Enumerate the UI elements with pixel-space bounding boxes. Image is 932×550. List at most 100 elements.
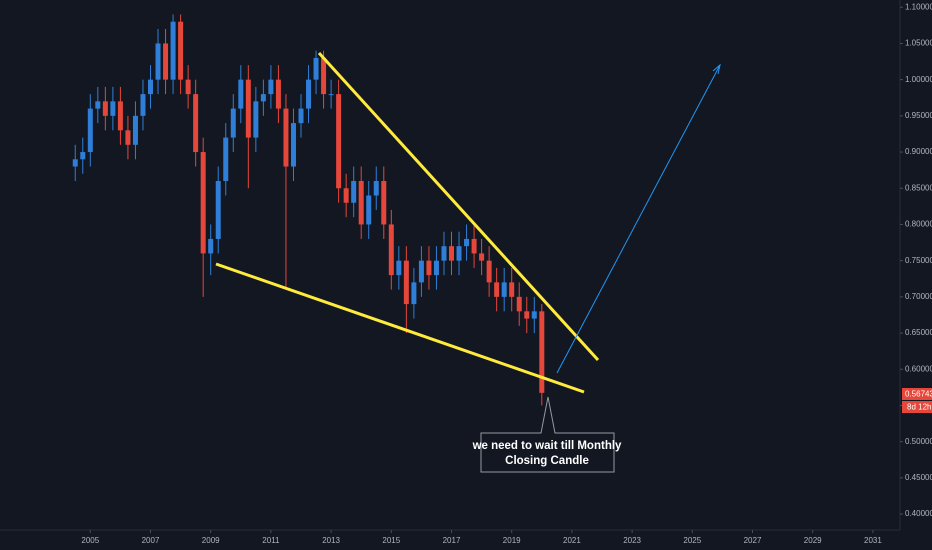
- y-tick-label: 0.95000: [905, 111, 932, 120]
- candle-body: [178, 21, 184, 80]
- countdown-box: [902, 401, 932, 413]
- x-tick-label: 2025: [683, 536, 701, 545]
- candle-body: [381, 181, 387, 225]
- candle-body: [343, 188, 349, 203]
- candle-body: [298, 108, 304, 124]
- candle-body: [275, 79, 281, 109]
- y-tick-label: 0.90000: [905, 147, 932, 156]
- candle-body: [366, 195, 372, 225]
- x-tick-label: 2005: [81, 536, 99, 545]
- candle-body: [185, 79, 191, 95]
- price-label: 0.56743: [905, 390, 932, 399]
- candle-body: [148, 79, 154, 95]
- candle-body: [283, 108, 289, 167]
- candle-body: [72, 159, 78, 167]
- candle-body: [426, 260, 432, 276]
- candle-body: [418, 260, 424, 283]
- candle-body: [328, 94, 334, 96]
- candle-body: [200, 152, 206, 254]
- candle-body: [87, 108, 93, 153]
- x-tick-label: 2029: [804, 536, 822, 545]
- candle-body: [509, 282, 515, 297]
- candle-body: [351, 181, 357, 203]
- candle-body: [193, 94, 199, 153]
- projection-arrow: [556, 64, 721, 374]
- candle-body: [433, 260, 439, 276]
- x-tick-label: 2021: [563, 536, 581, 545]
- candle-body: [268, 79, 274, 95]
- candle-body: [336, 94, 342, 189]
- candle-body: [388, 224, 394, 276]
- x-tick-label: 2027: [744, 536, 762, 545]
- lower-trendline: [215, 262, 585, 394]
- candle-body: [230, 108, 236, 138]
- candle-body: [306, 79, 312, 109]
- candle-body: [253, 101, 259, 138]
- candle-body: [290, 123, 296, 167]
- countdown: 8d 12h: [907, 403, 931, 412]
- x-tick-label: 2017: [443, 536, 461, 545]
- annotation-box: [480, 396, 615, 473]
- y-tick-label: 1.10000: [905, 2, 932, 11]
- annotation-text: Closing Candle: [505, 455, 589, 467]
- candle-body: [140, 94, 146, 116]
- candle-body: [479, 253, 485, 261]
- candle-body: [501, 282, 507, 297]
- candle-body: [215, 181, 221, 239]
- candle-body: [486, 260, 492, 283]
- candle-body: [456, 246, 462, 261]
- y-tick-label: 0.70000: [905, 292, 932, 301]
- candle-body: [471, 238, 477, 254]
- x-tick-label: 2007: [142, 536, 160, 545]
- candle-body: [321, 57, 327, 95]
- candle-body: [441, 246, 447, 261]
- candle-body: [163, 43, 169, 80]
- candle-body: [155, 43, 161, 80]
- candle-body: [132, 115, 138, 145]
- x-tick-label: 2015: [382, 536, 400, 545]
- candles: [72, 14, 545, 406]
- y-tick-label: 0.50000: [905, 437, 932, 446]
- candle-body: [260, 94, 266, 102]
- candle-body: [238, 79, 244, 109]
- candle-body: [373, 181, 379, 196]
- y-tick-label: 1.00000: [905, 75, 932, 84]
- candle-body: [125, 130, 131, 145]
- candle-body: [223, 137, 229, 182]
- candle-body: [411, 282, 417, 305]
- candle-body: [117, 101, 123, 131]
- y-tick-label: 1.05000: [905, 39, 932, 48]
- x-tick-label: 2013: [322, 536, 340, 545]
- x-tick-label: 2011: [262, 536, 280, 545]
- x-tick-label: 2031: [864, 536, 882, 545]
- y-tick-label: 0.65000: [905, 328, 932, 337]
- annotation-text: we need to wait till Monthly: [472, 440, 622, 452]
- y-tick-label: 0.60000: [905, 364, 932, 373]
- x-tick-label: 2023: [623, 536, 641, 545]
- candle-body: [464, 238, 470, 247]
- candle-body: [80, 152, 86, 160]
- candle-body: [110, 101, 116, 116]
- candle-body: [516, 296, 522, 312]
- candle-body: [494, 282, 500, 297]
- y-tick-label: 0.85000: [905, 183, 932, 192]
- x-tick-label: 2009: [202, 536, 220, 545]
- arrow-head: [712, 63, 721, 75]
- candle-body: [313, 57, 319, 80]
- candle-body: [170, 21, 176, 80]
- candle-body: [539, 311, 545, 393]
- candle-body: [531, 311, 537, 319]
- candle-body: [95, 101, 101, 109]
- y-tick-label: 0.40000: [905, 509, 932, 518]
- candle-body: [358, 181, 364, 225]
- candle-body: [102, 101, 108, 116]
- candle-body: [449, 246, 455, 261]
- y-tick-label: 0.80000: [905, 220, 932, 229]
- candle-body: [396, 260, 402, 276]
- price-label-box: [902, 388, 932, 400]
- candle-body: [524, 311, 530, 319]
- y-tick-label: 0.45000: [905, 473, 932, 482]
- candle-body: [245, 79, 251, 138]
